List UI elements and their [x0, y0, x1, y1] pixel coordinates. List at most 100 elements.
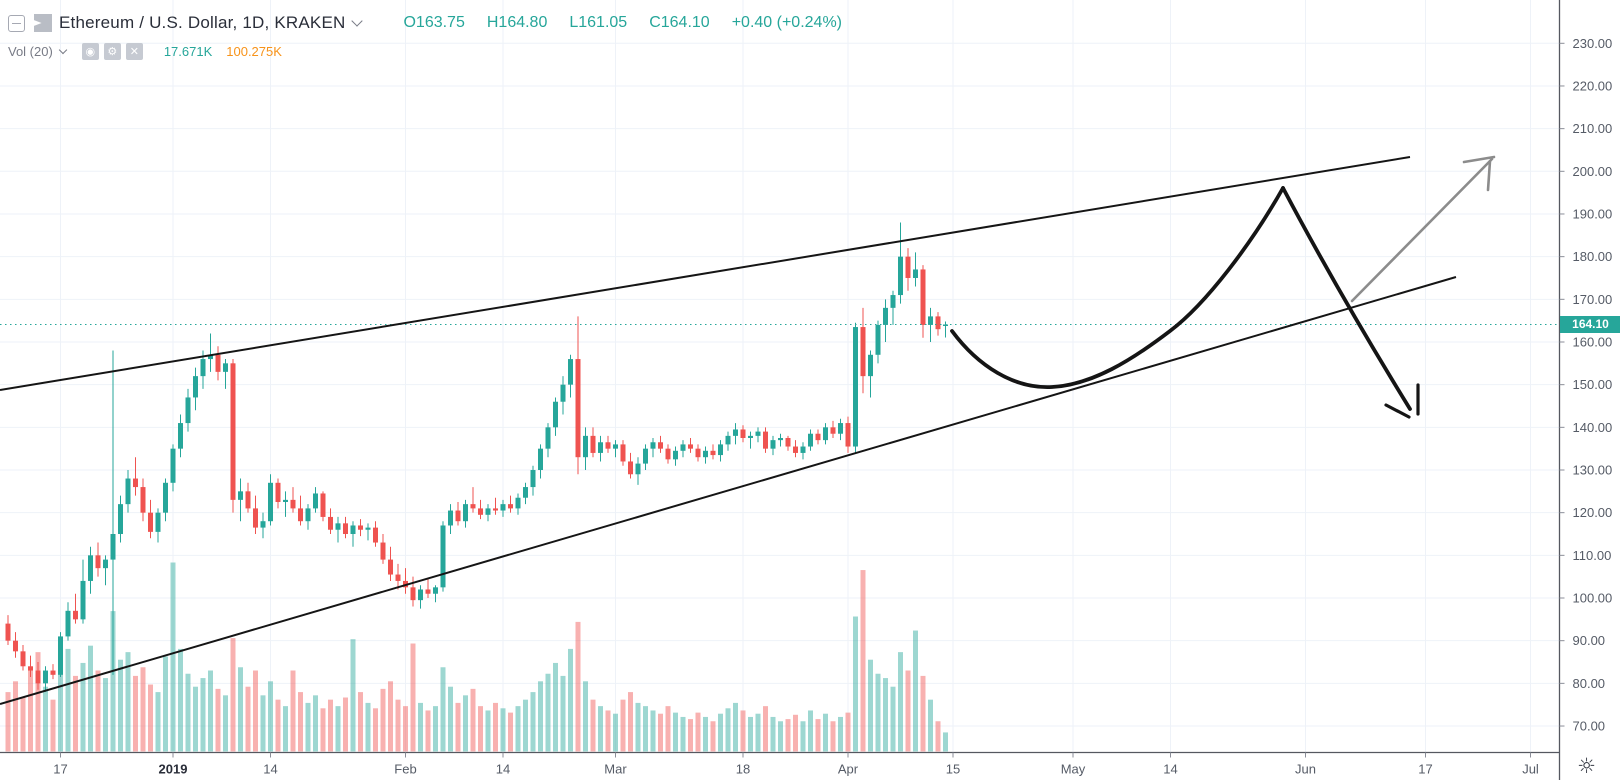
candle-body: [335, 523, 341, 530]
trendline-upper[interactable]: [0, 156, 1411, 391]
time-tick-label: 14: [1163, 762, 1177, 777]
volume-bar: [748, 716, 753, 752]
volume-bar: [73, 675, 78, 752]
volume-bar: [553, 662, 558, 752]
volume-bar: [230, 638, 236, 752]
candle-body: [50, 670, 56, 675]
ohlc-values: O163.75 H164.80 L161.05 C164.10 +0.40 (+…: [403, 14, 864, 32]
candle-body: [680, 444, 686, 451]
chevron-down-icon[interactable]: [351, 15, 364, 27]
candle-body: [718, 444, 723, 456]
volume-bar: [740, 710, 746, 752]
volume-bar: [178, 648, 183, 752]
price-axis-bg[interactable]: [1559, 0, 1620, 780]
candle-body: [5, 623, 11, 641]
volume-bar: [20, 697, 26, 752]
breakout-arrowhead[interactable]: [1462, 155, 1496, 164]
volume-bar: [575, 621, 581, 752]
candle-body: [178, 423, 183, 449]
volume-bar: [500, 708, 506, 752]
candle-body: [118, 504, 123, 535]
candle-body: [215, 354, 221, 372]
candle-body: [275, 482, 281, 503]
time-axis-bg[interactable]: [0, 752, 1620, 780]
candle-body: [913, 269, 918, 278]
volume-bar: [658, 713, 663, 752]
breakout-arrowhead[interactable]: [1486, 159, 1492, 192]
price-tick-label: 210.00: [1573, 121, 1613, 136]
candle-body: [650, 442, 656, 449]
symbol-title[interactable]: Ethereum / U.S. Dollar, 1D, KRAKEN: [59, 13, 346, 32]
candle-body: [620, 444, 626, 462]
projection-curve[interactable]: [1281, 186, 1412, 411]
volume-bar: [103, 678, 108, 752]
symbol-row: Ethereum / U.S. Dollar, 1D, KRAKEN O163.…: [8, 10, 864, 36]
volume-bar: [478, 706, 483, 752]
candle-body: [28, 666, 33, 671]
volume-bar: [395, 699, 401, 752]
volume-indicator-label[interactable]: Vol (20): [8, 43, 53, 59]
candle-body: [170, 448, 176, 483]
legend-collapse-button[interactable]: [8, 14, 25, 32]
breakout-arrow[interactable]: [1350, 157, 1494, 303]
candle-body: [125, 478, 131, 505]
candle-body: [13, 640, 18, 652]
candle-body: [388, 559, 393, 575]
candle-body: [448, 510, 453, 526]
volume-bar: [200, 678, 206, 752]
down-arrowhead[interactable]: [1384, 403, 1411, 419]
price-tick-label: 140.00: [1573, 420, 1613, 435]
volume-bar: [890, 686, 896, 752]
volume-bar: [65, 648, 71, 752]
price-tick-label: 110.00: [1573, 548, 1612, 563]
gear-icon[interactable]: ⚙: [103, 42, 121, 60]
volume-bar: [635, 702, 641, 752]
visibility-icon[interactable]: ◉: [81, 42, 99, 60]
projection-curve[interactable]: [950, 186, 1285, 389]
candle-body: [823, 427, 828, 441]
volume-layer: [5, 562, 948, 752]
candle-body: [590, 435, 596, 453]
volume-bar: [898, 652, 903, 752]
candle-body: [943, 324, 948, 326]
candle-body: [605, 442, 611, 449]
candle-body: [530, 470, 536, 488]
candle-body: [560, 384, 566, 402]
candle-body: [95, 555, 101, 569]
candle-body: [868, 354, 873, 377]
volume-bar: [530, 692, 536, 752]
volume-bar: [88, 645, 93, 752]
theme-toggle-sun-icon[interactable]: ☼: [1577, 754, 1596, 778]
volume-bar: [785, 719, 791, 752]
volume-bar: [725, 708, 731, 752]
volume-bar: [260, 695, 266, 752]
candle-body: [238, 491, 243, 500]
candle-body: [230, 363, 236, 500]
chevron-down-icon[interactable]: [58, 45, 68, 55]
price-tick-label: 90.00: [1573, 633, 1606, 648]
volume-bar: [823, 713, 828, 752]
trendline-lower[interactable]: [0, 276, 1457, 705]
volume-bar: [913, 630, 918, 752]
candle-body: [538, 448, 543, 470]
volume-bar: [125, 652, 131, 752]
close-icon[interactable]: ✕: [125, 42, 143, 60]
volume-bar: [853, 616, 858, 752]
volume-bar: [170, 562, 176, 752]
drawings-layer[interactable]: [0, 155, 1496, 705]
ohlc-close: C164.10: [649, 14, 710, 31]
candle-body: [208, 354, 213, 360]
price-tick-label: 120.00: [1573, 505, 1613, 520]
volume-bar: [598, 706, 603, 752]
volume-bar: [140, 667, 146, 752]
volume-bar: [163, 656, 168, 752]
volume-bar: [448, 686, 453, 752]
volume-bar: [470, 688, 476, 752]
candle-body: [853, 327, 858, 447]
volume-bar: [350, 639, 356, 752]
volume-bar: [148, 684, 153, 752]
candle-body: [133, 478, 138, 488]
volume-bar: [253, 670, 258, 752]
